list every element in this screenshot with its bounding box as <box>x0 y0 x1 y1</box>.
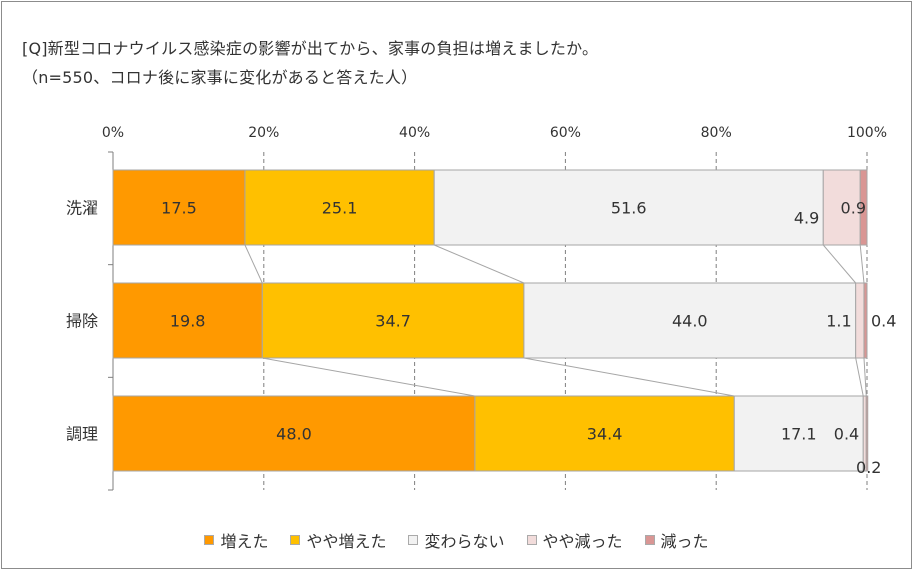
legend-item: やや減った <box>526 528 623 552</box>
legend-swatch <box>408 535 419 545</box>
value-label: 51.6 <box>611 199 647 218</box>
legend-swatch <box>644 535 655 545</box>
value-label: 0.2 <box>856 458 881 477</box>
series-line <box>244 244 263 284</box>
value-label: 17.5 <box>161 199 197 218</box>
bar-segment <box>863 282 868 359</box>
bar-segment <box>865 395 869 472</box>
bar-segment <box>733 395 864 472</box>
legend-swatch <box>526 535 537 545</box>
category-label: 調理 <box>66 425 98 444</box>
x-tick-label: 100% <box>847 125 887 141</box>
legend-label: 変わらない <box>424 532 505 551</box>
legend-label: 増えた <box>220 532 269 551</box>
chart-subtitle: （n=550、コロナ後に家事に変化があると答えた人） <box>22 68 418 87</box>
chart-title: [Q]新型コロナウイルス感染症の影響が出てから、家事の負担は増えましたか。 <box>22 39 599 58</box>
value-label: 25.1 <box>322 199 358 218</box>
x-tick-label: 40% <box>399 125 430 141</box>
legend-label: 減った <box>660 532 709 551</box>
bar-segment <box>244 169 435 246</box>
legend-label: やや減った <box>542 532 623 551</box>
series-line <box>855 357 864 397</box>
bar-segment <box>112 395 476 472</box>
chart-legend: 増えた やや増えた 変わらない やや減った 減った <box>0 528 913 552</box>
x-tick-label: 80% <box>701 125 732 141</box>
value-label: 0.9 <box>841 199 866 218</box>
x-tick-label: 60% <box>550 125 581 141</box>
value-label: 19.8 <box>170 312 206 331</box>
value-label: 0.4 <box>834 425 859 444</box>
value-label: 4.9 <box>794 209 819 228</box>
category-label: 洗濯 <box>66 199 98 218</box>
legend-swatch <box>290 535 301 545</box>
series-line <box>523 357 735 397</box>
value-label: 44.0 <box>672 312 708 331</box>
value-label: 34.7 <box>375 312 411 331</box>
bar-segment <box>822 169 861 246</box>
bar-segment <box>112 169 246 246</box>
bar-segment <box>523 282 857 359</box>
bar-segment <box>855 282 865 359</box>
value-label: 17.1 <box>781 425 817 444</box>
legend-label: やや増えた <box>306 532 387 551</box>
value-label: 48.0 <box>276 425 312 444</box>
bar-segment <box>859 169 868 246</box>
series-line <box>822 244 857 284</box>
legend-item: やや増えた <box>290 528 386 552</box>
value-label: 1.1 <box>826 312 851 331</box>
value-label: 0.4 <box>871 312 896 331</box>
x-tick-label: 0% <box>102 125 124 141</box>
bar-segment <box>261 282 525 359</box>
x-tick-label: 20% <box>248 125 279 141</box>
legend-swatch <box>204 535 215 545</box>
series-line <box>859 244 865 284</box>
legend-item: 減った <box>644 528 709 552</box>
series-line <box>434 244 525 284</box>
bar-segment <box>112 282 263 359</box>
value-label: 34.4 <box>587 425 623 444</box>
legend-item: 増えた <box>204 528 268 552</box>
legend-item: 変わらない <box>408 528 505 552</box>
series-line <box>262 357 476 397</box>
bar-segment <box>474 395 735 472</box>
bar-segment <box>433 169 824 246</box>
series-line <box>863 357 867 397</box>
category-label: 掃除 <box>66 312 98 331</box>
